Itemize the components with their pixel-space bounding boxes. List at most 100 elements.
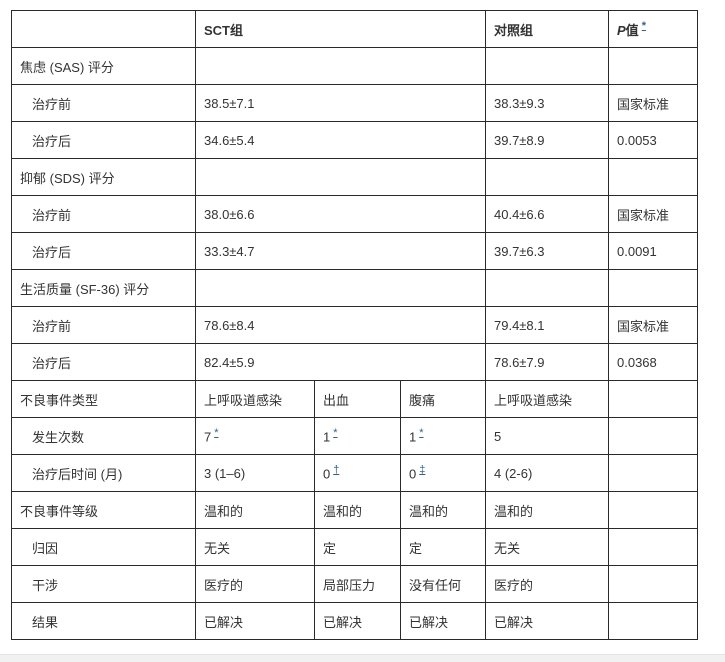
horizontal-scrollbar-track[interactable]: [0, 654, 725, 662]
sct-subcell-2: 1 *: [314, 417, 401, 455]
p-cell: 国家标准: [608, 84, 698, 122]
p-footnote-asterisk-link[interactable]: *: [641, 20, 646, 33]
sct-subcell-2: 0 †: [314, 454, 401, 492]
p-cell: 0.0053: [608, 121, 698, 159]
footnote-double-dagger-link[interactable]: ‡: [419, 464, 426, 477]
row-label: 治疗后: [11, 232, 196, 270]
row-label: 发生次数: [11, 417, 196, 455]
row-label: 干涉: [11, 565, 196, 603]
row-label: 治疗前: [11, 195, 196, 233]
row-label: 治疗前: [11, 84, 196, 122]
control-cell: 39.7±6.3: [485, 232, 609, 270]
control-cell: 4 (2-6): [485, 454, 609, 492]
p-cell: 0.0368: [608, 343, 698, 381]
clinical-results-table: SCT组 对照组 P值 * 焦虑 (SAS) 评分 治疗前 38.5±7.1 38…: [11, 10, 698, 640]
footnote-asterisk-link[interactable]: *: [419, 427, 424, 440]
table-row: 治疗后 34.6±5.4 39.7±8.9 0.0053: [11, 121, 698, 159]
sct-cell: 38.0±6.6: [195, 195, 486, 233]
sct-subcell-3: 腹痛: [400, 380, 486, 418]
p-cell: [608, 47, 698, 85]
cell-value: 0: [323, 466, 331, 482]
header-sct-group: SCT组: [195, 10, 486, 48]
row-label: 治疗后时间 (月): [11, 454, 196, 492]
control-cell: 已解决: [485, 602, 609, 640]
table-row-time-after-treatment: 治疗后时间 (月) 3 (1–6) 0 † 0 ‡ 4 (2-6): [11, 454, 698, 492]
sct-subcell-1: 无关: [195, 528, 315, 566]
sct-subcell-3: 1 *: [400, 417, 486, 455]
sct-subcell-3: 温和的: [400, 491, 486, 529]
table-row-outcome: 结果 已解决 已解决 已解决 已解决: [11, 602, 698, 640]
sct-cell: 78.6±8.4: [195, 306, 486, 344]
row-label: 归因: [11, 528, 196, 566]
footnote-dagger-link[interactable]: †: [333, 464, 340, 477]
sct-subcell-1: 上呼吸道感染: [195, 380, 315, 418]
table-row: 治疗后 82.4±5.9 78.6±7.9 0.0368: [11, 343, 698, 381]
control-cell: 79.4±8.1: [485, 306, 609, 344]
sct-cell: [195, 158, 486, 196]
cell-value: 1: [323, 429, 331, 445]
table-row: 治疗前 38.0±6.6 40.4±6.6 国家标准: [11, 195, 698, 233]
sct-subcell-3: 0 ‡: [400, 454, 486, 492]
control-cell: 无关: [485, 528, 609, 566]
sct-cell: [195, 269, 486, 307]
p-cell: 0.0091: [608, 232, 698, 270]
control-cell: 上呼吸道感染: [485, 380, 609, 418]
table-row-adverse-event-type: 不良事件类型 上呼吸道感染 出血 腹痛 上呼吸道感染: [11, 380, 698, 418]
footnote-asterisk-link[interactable]: *: [333, 427, 338, 440]
cell-value: 7: [204, 429, 212, 445]
control-cell: [485, 158, 609, 196]
sct-cell: [195, 47, 486, 85]
row-label: 治疗后: [11, 121, 196, 159]
table-row: 治疗前 78.6±8.4 79.4±8.1 国家标准: [11, 306, 698, 344]
table-row: 治疗前 38.5±7.1 38.3±9.3 国家标准: [11, 84, 698, 122]
p-cell: 国家标准: [608, 195, 698, 233]
row-label: 治疗后: [11, 343, 196, 381]
table-row-section-sas: 焦虑 (SAS) 评分: [11, 47, 698, 85]
header-control-group: 对照组: [485, 10, 609, 48]
p-value-label-cn: 值: [625, 22, 639, 38]
table-row-occurrence-count: 发生次数 7 * 1 * 1 * 5: [11, 417, 698, 455]
row-label: 焦虑 (SAS) 评分: [11, 47, 196, 85]
table-row-intervention: 干涉 医疗的 局部压力 没有任何 医疗的: [11, 565, 698, 603]
sct-cell: 33.3±4.7: [195, 232, 486, 270]
control-cell: 医疗的: [485, 565, 609, 603]
sct-subcell-1: 已解决: [195, 602, 315, 640]
table-row-adverse-event-grade: 不良事件等级 温和的 温和的 温和的 温和的: [11, 491, 698, 529]
table-row: 治疗后 33.3±4.7 39.7±6.3 0.0091: [11, 232, 698, 270]
control-cell: 5: [485, 417, 609, 455]
control-cell: 39.7±8.9: [485, 121, 609, 159]
control-cell: [485, 269, 609, 307]
cell-value: 1: [409, 429, 417, 445]
row-label: 不良事件等级: [11, 491, 196, 529]
row-label: 治疗前: [11, 306, 196, 344]
control-cell: 温和的: [485, 491, 609, 529]
sct-subcell-3: 已解决: [400, 602, 486, 640]
sct-subcell-2: 出血: [314, 380, 401, 418]
table-row-section-sf36: 生活质量 (SF-36) 评分: [11, 269, 698, 307]
sct-subcell-1: 3 (1–6): [195, 454, 315, 492]
sct-cell: 34.6±5.4: [195, 121, 486, 159]
p-cell: 国家标准: [608, 306, 698, 344]
sct-subcell-3: 定: [400, 528, 486, 566]
sct-subcell-2: 温和的: [314, 491, 401, 529]
control-cell: [485, 47, 609, 85]
table-header-row: SCT组 对照组 P值 *: [11, 10, 698, 48]
p-cell: [608, 454, 698, 492]
sct-subcell-2: 定: [314, 528, 401, 566]
p-cell: [608, 528, 698, 566]
p-cell: [608, 565, 698, 603]
header-p-value: P值 *: [608, 10, 698, 48]
sct-subcell-3: 没有任何: [400, 565, 486, 603]
footnote-asterisk-link[interactable]: *: [214, 427, 219, 440]
p-cell: [608, 269, 698, 307]
p-cell: [608, 491, 698, 529]
p-cell: [608, 602, 698, 640]
sct-cell: 82.4±5.9: [195, 343, 486, 381]
p-cell: [608, 158, 698, 196]
row-label: 抑郁 (SDS) 评分: [11, 158, 196, 196]
control-cell: 38.3±9.3: [485, 84, 609, 122]
sct-subcell-2: 局部压力: [314, 565, 401, 603]
cell-value: 0: [409, 466, 417, 482]
row-label: 不良事件类型: [11, 380, 196, 418]
